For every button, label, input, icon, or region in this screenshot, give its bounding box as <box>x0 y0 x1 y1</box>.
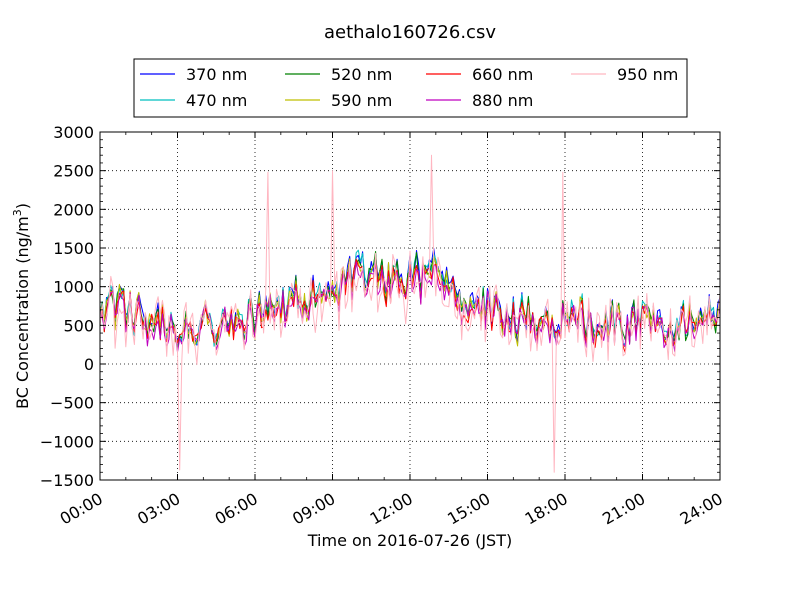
y-axis-label-superscript: 3 <box>11 209 24 216</box>
legend-frame <box>133 58 688 118</box>
y-tick-label: −1000 <box>40 432 94 451</box>
legend-label: 660 nm <box>472 65 533 84</box>
x-axis-label: Time on 2016-07-26 (JST) <box>307 531 512 550</box>
legend-label: 520 nm <box>331 65 392 84</box>
y-axis-label: BC Concentration (ng/m3) <box>11 203 32 409</box>
y-tick-label: −500 <box>50 394 94 413</box>
chart-title: aethalo160726.csv <box>324 22 496 43</box>
legend: 370 nm 470 nm 520 nm 590 nm 660 nm 880 nm 950 … <box>133 58 688 118</box>
series-lines <box>99 154 721 473</box>
legend-label: 880 nm <box>472 91 533 110</box>
axis-ticks <box>99 131 721 481</box>
y-axis-label-close: ) <box>13 203 32 209</box>
y-tick-label: 0 <box>84 355 94 374</box>
series-line-950-nm <box>99 154 721 473</box>
legend-label: 950 nm <box>617 65 678 84</box>
y-tick-label: 1500 <box>53 239 94 258</box>
y-axis-tick-labels: −1500 −1000 −500 0 500 1000 1500 2000 2500 3000 <box>40 123 94 490</box>
y-tick-label: 3000 <box>53 123 94 142</box>
y-tick-label: 2000 <box>53 200 94 219</box>
y-axis-label-main: BC Concentration (ng/m <box>13 216 32 409</box>
y-tick-label: −1500 <box>40 471 94 490</box>
y-tick-label: 2500 <box>53 162 94 181</box>
y-tick-label: 500 <box>63 316 94 335</box>
legend-label: 370 nm <box>186 65 247 84</box>
y-tick-label: 1000 <box>53 278 94 297</box>
grid-lines <box>100 132 720 480</box>
legend-label: 590 nm <box>331 91 392 110</box>
series-line-880-nm <box>99 261 721 353</box>
legend-label: 470 nm <box>186 91 247 110</box>
